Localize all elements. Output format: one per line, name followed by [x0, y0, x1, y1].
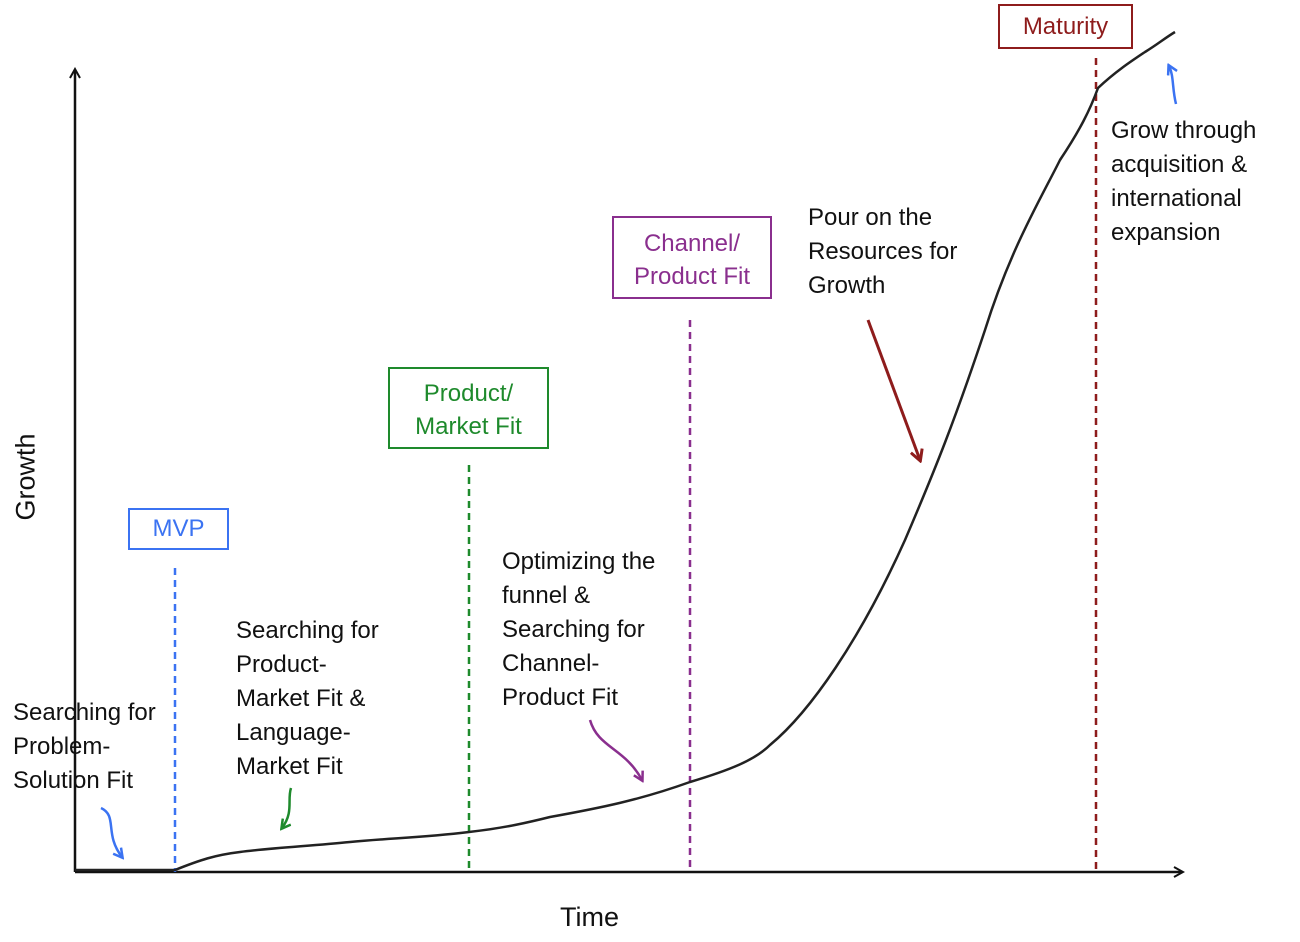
product-market-search-annotation: Searching for Product- Market Fit & Lang… [236, 617, 379, 780]
channel-product-fit-box: Channel/ Product Fit [612, 216, 772, 299]
problem-solution-arrow [100, 806, 122, 857]
maturity-box: Maturity [998, 4, 1133, 49]
resources-arrow [866, 319, 920, 460]
mvp-label-box: MVP [128, 508, 229, 550]
problem-solution-annotation: Searching for Problem- Solution Fit [13, 699, 156, 794]
acquisition-arrow [1169, 66, 1176, 105]
funnel-annotation: Optimizing the funnel & Searching for Ch… [502, 548, 656, 711]
product-market-fit-box: Product/ Market Fit [388, 367, 549, 449]
acquisition-annotation: Grow through acquisition & international… [1111, 117, 1257, 246]
resources-annotation: Pour on the Resources for Growth [808, 204, 958, 299]
x-axis-label: Time [560, 902, 619, 932]
growth-curve [75, 30, 1176, 872]
y-axis-label: Growth [10, 433, 41, 521]
product-market-search-arrow [282, 787, 293, 828]
funnel-arrow [588, 719, 642, 780]
